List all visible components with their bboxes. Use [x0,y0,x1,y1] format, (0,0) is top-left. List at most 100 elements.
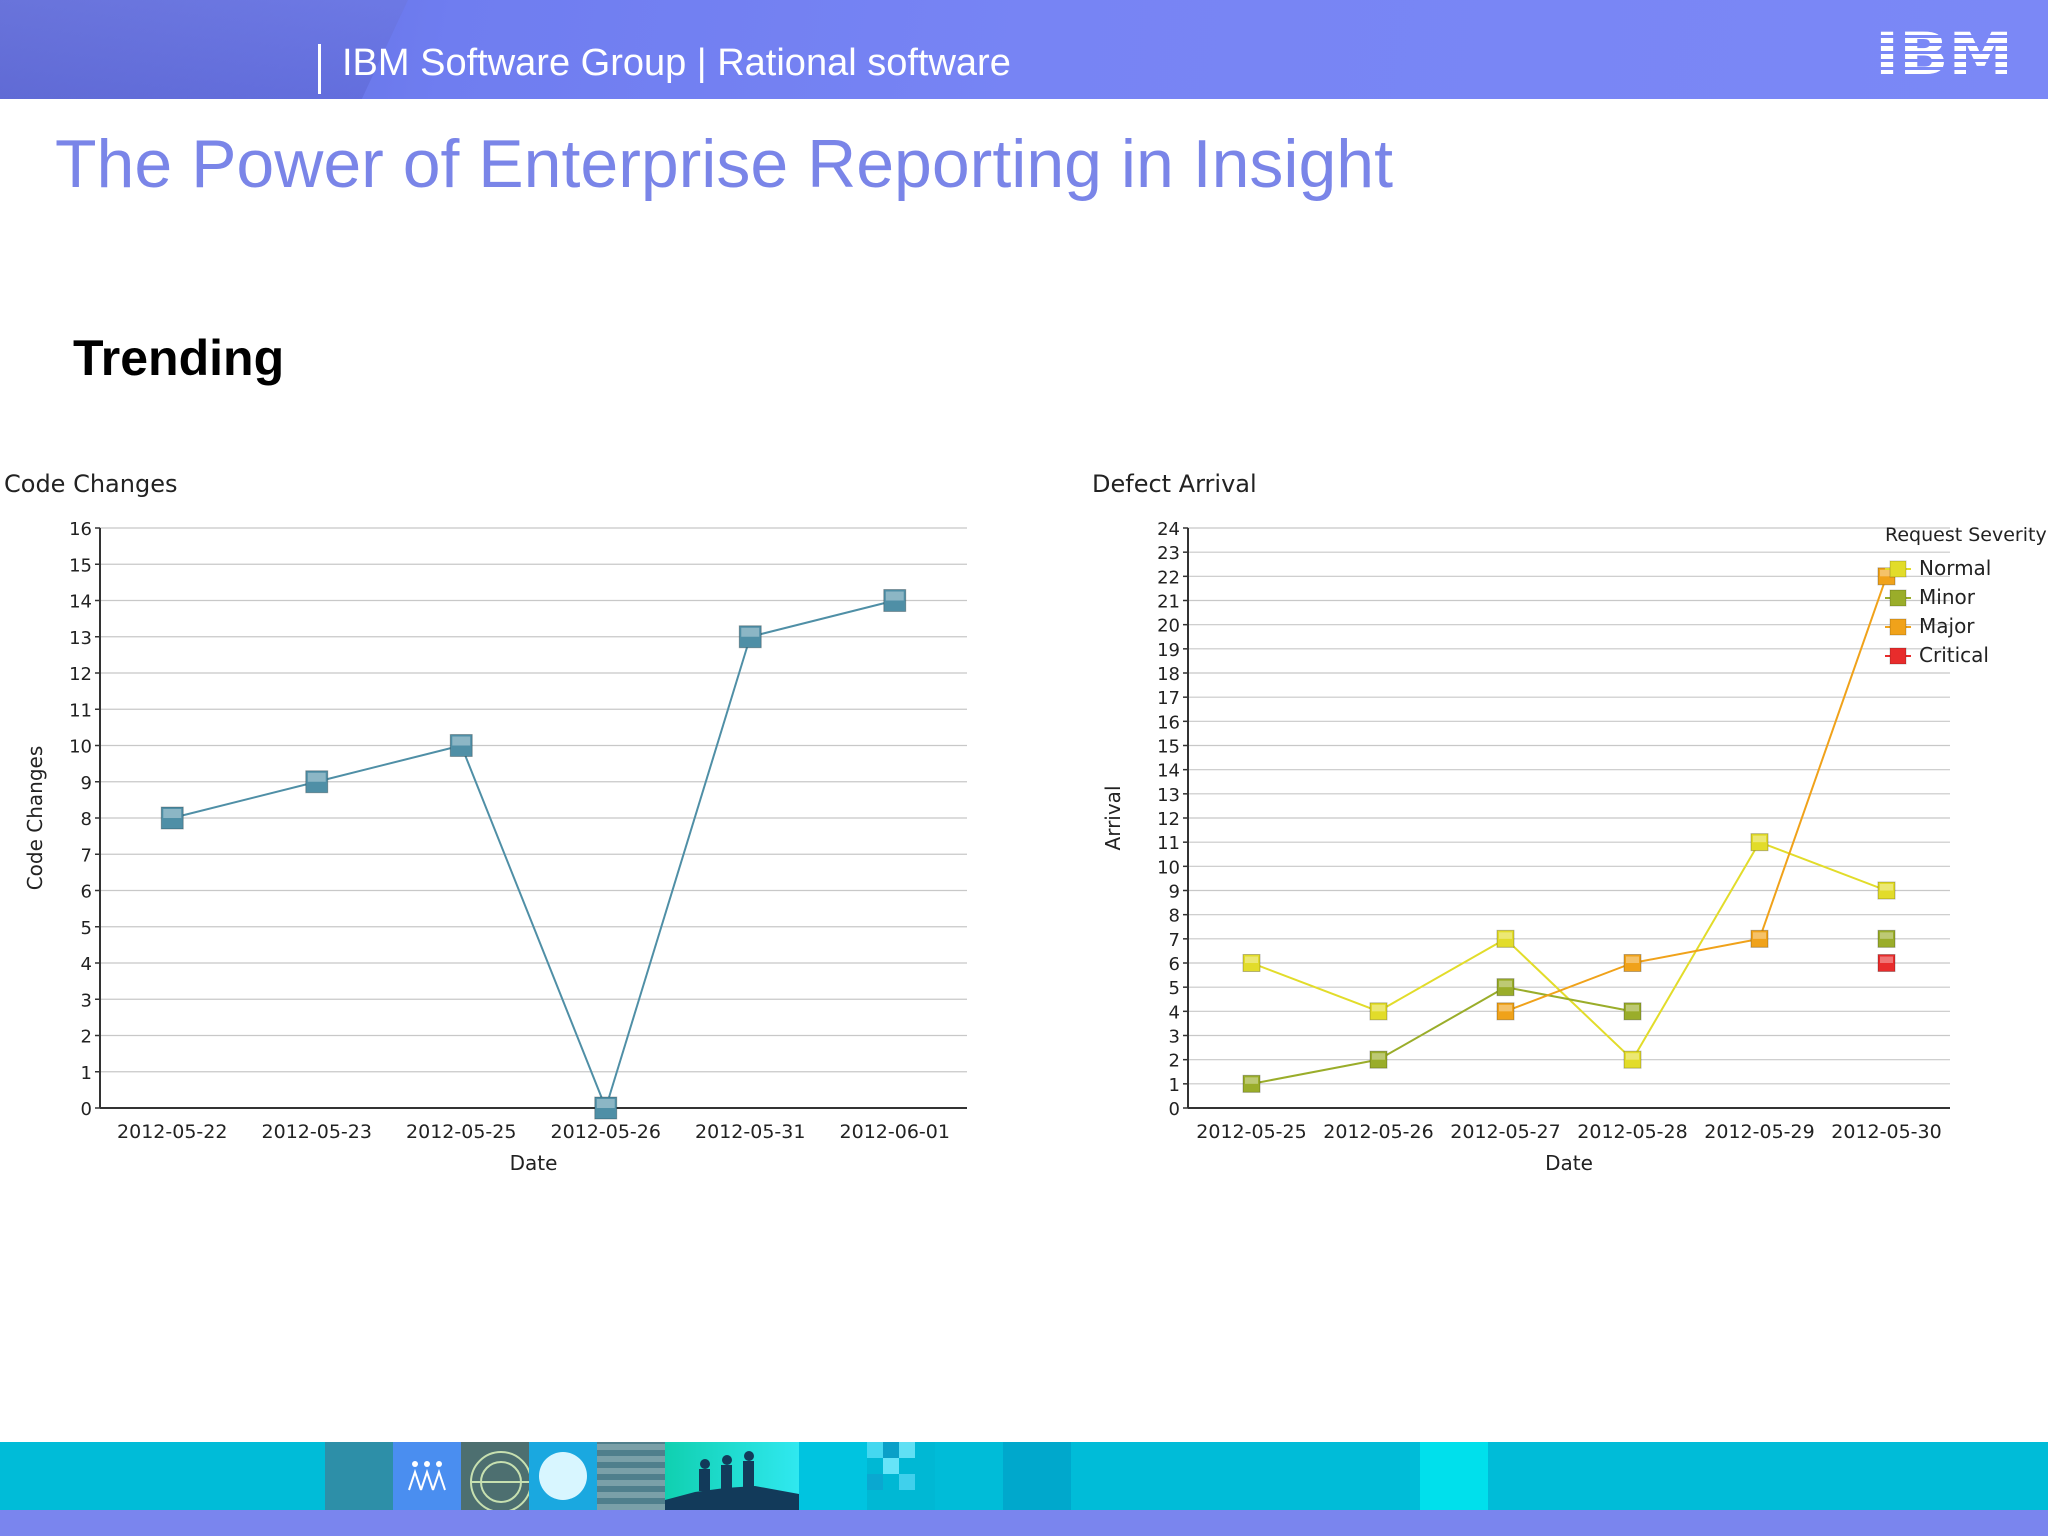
y-tick-label: 24 [1157,519,1180,540]
data-point-minor [1242,1074,1261,1093]
footer-tile-dark [1003,1442,1071,1510]
y-tick-label: 1 [81,1063,92,1084]
y-tick-label: 14 [69,592,92,613]
data-point-minor [1877,929,1896,948]
data-point-major [1496,1002,1515,1021]
y-tick-label: 8 [81,809,92,830]
footer-tile-people [393,1442,461,1510]
defect-arrival-chart: 0123456789101112131415161718192021222324… [1101,519,2047,1175]
series-line-normal [1251,962,1379,1013]
footer-tile-globe [461,1442,532,1513]
y-tick-label: 2 [1169,1051,1180,1072]
data-point-highlight [1880,932,1893,939]
legend-label: Minor [1919,585,1976,609]
data-point-highlight [1626,956,1639,963]
y-tick-label: 7 [1169,930,1180,951]
data-point-major [1623,954,1642,972]
y-tick-label: 11 [1157,833,1180,854]
y-tick-label: 17 [1157,688,1180,709]
y-tick-label: 9 [81,773,92,794]
footer-bottom-band [0,1510,2048,1536]
footer-tile-plain [799,1442,867,1510]
people-icon [408,1461,446,1491]
data-point-highlight [596,1099,615,1108]
legend-swatch [1889,560,1907,578]
y-tick-label: 9 [1169,882,1180,903]
globe-icon [470,1451,532,1513]
header-divider [318,44,321,94]
y-tick-label: 15 [69,555,92,576]
y-tick-label: 15 [1157,737,1180,758]
y-tick-label: 16 [1157,712,1180,733]
data-point-normal [1877,881,1896,900]
footer-tile-hikers [665,1442,799,1510]
legend-title: Request Severity [1885,524,2047,546]
x-tick-label: 2012-05-25 [406,1121,516,1143]
data-point-highlight [1626,1004,1639,1012]
data-point-minor [1496,978,1515,997]
series-line-major [1505,962,1633,1013]
data-point-highlight [1245,956,1258,963]
series-line-series [316,744,462,783]
data-point-highlight [885,591,904,601]
footer-tile-squares [867,1442,935,1510]
x-tick-label: 2012-05-26 [1323,1121,1433,1143]
hikers-icon [665,1451,799,1510]
y-tick-label: 13 [1157,785,1180,806]
series-line-series [172,780,317,819]
data-point-highlight [1880,884,1893,891]
x-tick-label: 2012-06-01 [840,1121,950,1143]
y-tick-label: 5 [1169,978,1180,999]
y-tick-label: 2 [81,1027,92,1048]
series-line-normal [1759,841,1887,892]
y-tick-label: 14 [1157,761,1180,782]
x-tick-label: 2012-05-27 [1450,1121,1560,1143]
y-tick-label: 11 [69,700,92,721]
data-point-minor [1369,1050,1388,1069]
data-point-highlight [452,736,471,746]
data-point-minor [1623,1002,1642,1021]
data-point-highlight [163,809,182,818]
legend-label: Major [1919,614,1975,638]
y-axis-label: Code Changes [23,746,47,891]
series-line-series [750,599,895,638]
y-tick-label: 18 [1157,664,1180,685]
y-tick-label: 6 [1169,954,1180,975]
y-tick-label: 19 [1157,640,1180,661]
x-tick-label: 2012-05-23 [262,1121,372,1143]
data-point-series [883,589,907,612]
y-tick-label: 0 [1169,1099,1180,1120]
y-tick-label: 7 [81,845,92,866]
series-line-series [604,636,752,1109]
y-tick-label: 6 [81,882,92,903]
x-tick-label: 2012-05-22 [117,1121,227,1143]
data-point-normal [1623,1050,1642,1069]
data-point-normal [1496,929,1515,948]
legend-swatch [1889,618,1907,636]
chart-title-defect-arrival: Defect Arrival [1092,470,1257,498]
data-point-major [1750,929,1769,948]
data-point-highlight [1245,1077,1258,1084]
x-tick-label: 2012-05-31 [695,1121,805,1143]
y-tick-label: 4 [81,954,92,975]
x-tick-label: 2012-05-28 [1577,1121,1687,1143]
series-line-normal [1378,937,1506,1013]
series-line-minor [1505,986,1633,1013]
series-line-major [1632,937,1760,964]
data-point-series [594,1096,618,1120]
data-point-highlight [1880,956,1893,963]
y-tick-label: 10 [1157,857,1180,878]
y-tick-label: 23 [1157,543,1180,564]
y-tick-label: 10 [69,737,92,758]
data-point-normal [1369,1002,1388,1021]
y-axis-label: Arrival [1101,786,1125,851]
x-axis-label: Date [510,1151,558,1175]
x-tick-label: 2012-05-29 [1704,1121,1814,1143]
slide-title: The Power of Enterprise Reporting in Ins… [55,126,1394,202]
footer-tile-circuit [325,1442,393,1510]
data-point-critical [1877,954,1896,972]
series-line-series [460,745,607,1109]
legend-label: Normal [1919,556,1991,580]
y-tick-label: 21 [1157,592,1180,613]
y-tick-label: 4 [1169,1002,1180,1023]
